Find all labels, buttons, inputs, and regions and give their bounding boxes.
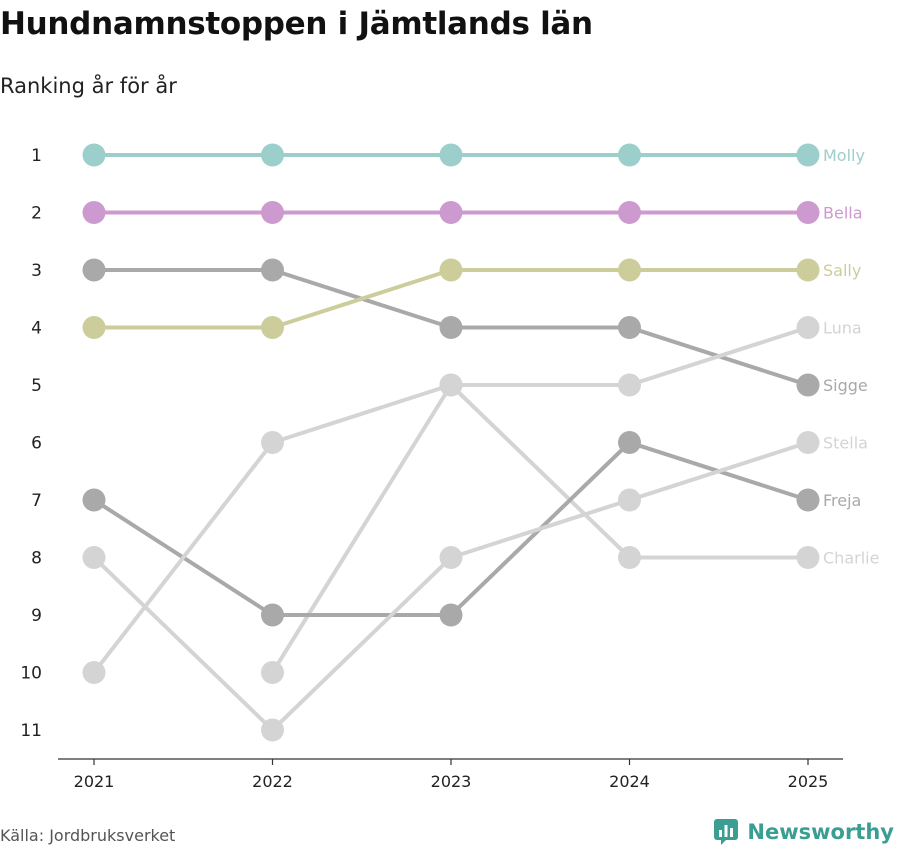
series-freja[interactable]: Freja bbox=[82, 431, 862, 627]
data-point[interactable] bbox=[439, 546, 463, 569]
y-tick-label: 2 bbox=[31, 204, 42, 224]
y-tick-label: 6 bbox=[31, 434, 42, 454]
data-point[interactable] bbox=[618, 201, 641, 224]
series-luna[interactable]: Luna bbox=[82, 316, 862, 684]
data-point[interactable] bbox=[796, 546, 820, 569]
series-label: Luna bbox=[823, 319, 862, 338]
series-molly[interactable]: Molly bbox=[82, 143, 865, 167]
x-tick-label: 2021 bbox=[74, 772, 115, 791]
brand-logo[interactable]: Newsworthy bbox=[713, 818, 894, 846]
y-tick-label: 1 bbox=[31, 146, 42, 166]
data-point[interactable] bbox=[82, 258, 106, 282]
y-tick-label: 9 bbox=[31, 606, 42, 626]
y-tick-label: 3 bbox=[31, 261, 42, 281]
series-group: Charlie Freja Stella Sigge Luna Sally Bella Mol… bbox=[82, 143, 879, 742]
x-tick-label: 2025 bbox=[788, 772, 829, 791]
data-point[interactable] bbox=[261, 718, 284, 742]
data-point[interactable] bbox=[439, 373, 463, 397]
data-point[interactable] bbox=[261, 603, 284, 627]
data-point[interactable] bbox=[796, 373, 820, 397]
data-point[interactable] bbox=[796, 316, 820, 339]
series-label: Sally bbox=[823, 261, 861, 280]
data-point[interactable] bbox=[82, 143, 106, 167]
y-tick-label: 4 bbox=[31, 319, 42, 339]
data-point[interactable] bbox=[618, 316, 641, 339]
data-point[interactable] bbox=[82, 546, 106, 569]
series-label: Charlie bbox=[823, 549, 879, 568]
data-point[interactable] bbox=[261, 258, 284, 282]
series-sally[interactable]: Sally bbox=[82, 258, 862, 340]
data-point[interactable] bbox=[439, 143, 463, 167]
data-point[interactable] bbox=[439, 201, 463, 224]
series-line bbox=[92, 440, 810, 732]
data-point[interactable] bbox=[796, 488, 820, 512]
y-tick-label: 10 bbox=[20, 664, 42, 684]
source-note: Källa: Jordbruksverket bbox=[0, 826, 176, 845]
series-label: Sigge bbox=[823, 376, 868, 395]
data-point[interactable] bbox=[82, 661, 106, 684]
y-tick-label: 7 bbox=[31, 491, 42, 511]
series-line bbox=[270, 383, 810, 675]
series-label: Molly bbox=[823, 146, 865, 165]
series-stella[interactable]: Stella bbox=[82, 431, 868, 742]
axes: 2021 2022 2023 2024 2025 1 2 3 4 5 6 7 8 9 10 11 bbox=[20, 146, 843, 791]
data-point[interactable] bbox=[261, 316, 284, 339]
chart-subtitle: Ranking år för år bbox=[0, 74, 177, 98]
data-point[interactable] bbox=[261, 661, 284, 684]
series-charlie[interactable]: Charlie bbox=[261, 373, 879, 685]
chart-title: Hundnamnstoppen i Jämtlands län bbox=[0, 6, 593, 42]
data-point[interactable] bbox=[618, 488, 641, 512]
data-point[interactable] bbox=[439, 603, 463, 627]
series-label: Freja bbox=[823, 491, 861, 510]
data-point[interactable] bbox=[261, 143, 284, 167]
newsworthy-logo-icon bbox=[714, 819, 739, 845]
data-point[interactable] bbox=[618, 258, 641, 282]
data-point[interactable] bbox=[439, 258, 463, 282]
series-label: Bella bbox=[823, 204, 863, 223]
data-point[interactable] bbox=[261, 431, 284, 454]
series-sigge[interactable]: Sigge bbox=[82, 258, 868, 397]
data-point[interactable] bbox=[796, 431, 820, 454]
data-point[interactable] bbox=[82, 316, 106, 339]
y-tick-label: 11 bbox=[20, 721, 42, 741]
data-point[interactable] bbox=[82, 488, 106, 512]
series-bella[interactable]: Bella bbox=[82, 201, 863, 224]
data-point[interactable] bbox=[618, 143, 641, 167]
data-point[interactable] bbox=[618, 431, 641, 454]
series-label: Stella bbox=[823, 434, 868, 453]
data-point[interactable] bbox=[618, 373, 641, 397]
data-point[interactable] bbox=[796, 258, 820, 282]
x-tick-label: 2023 bbox=[431, 772, 472, 791]
series-line bbox=[92, 440, 810, 617]
data-point[interactable] bbox=[796, 143, 820, 167]
x-tick-label: 2022 bbox=[252, 772, 293, 791]
x-tick-label: 2024 bbox=[609, 772, 650, 791]
data-point[interactable] bbox=[82, 201, 106, 224]
data-point[interactable] bbox=[261, 201, 284, 224]
data-point[interactable] bbox=[796, 201, 820, 224]
data-point[interactable] bbox=[439, 316, 463, 339]
data-point[interactable] bbox=[618, 546, 641, 569]
y-tick-label: 8 bbox=[31, 549, 42, 569]
y-tick-label: 5 bbox=[31, 376, 42, 396]
brand-name: Newsworthy bbox=[747, 820, 894, 844]
